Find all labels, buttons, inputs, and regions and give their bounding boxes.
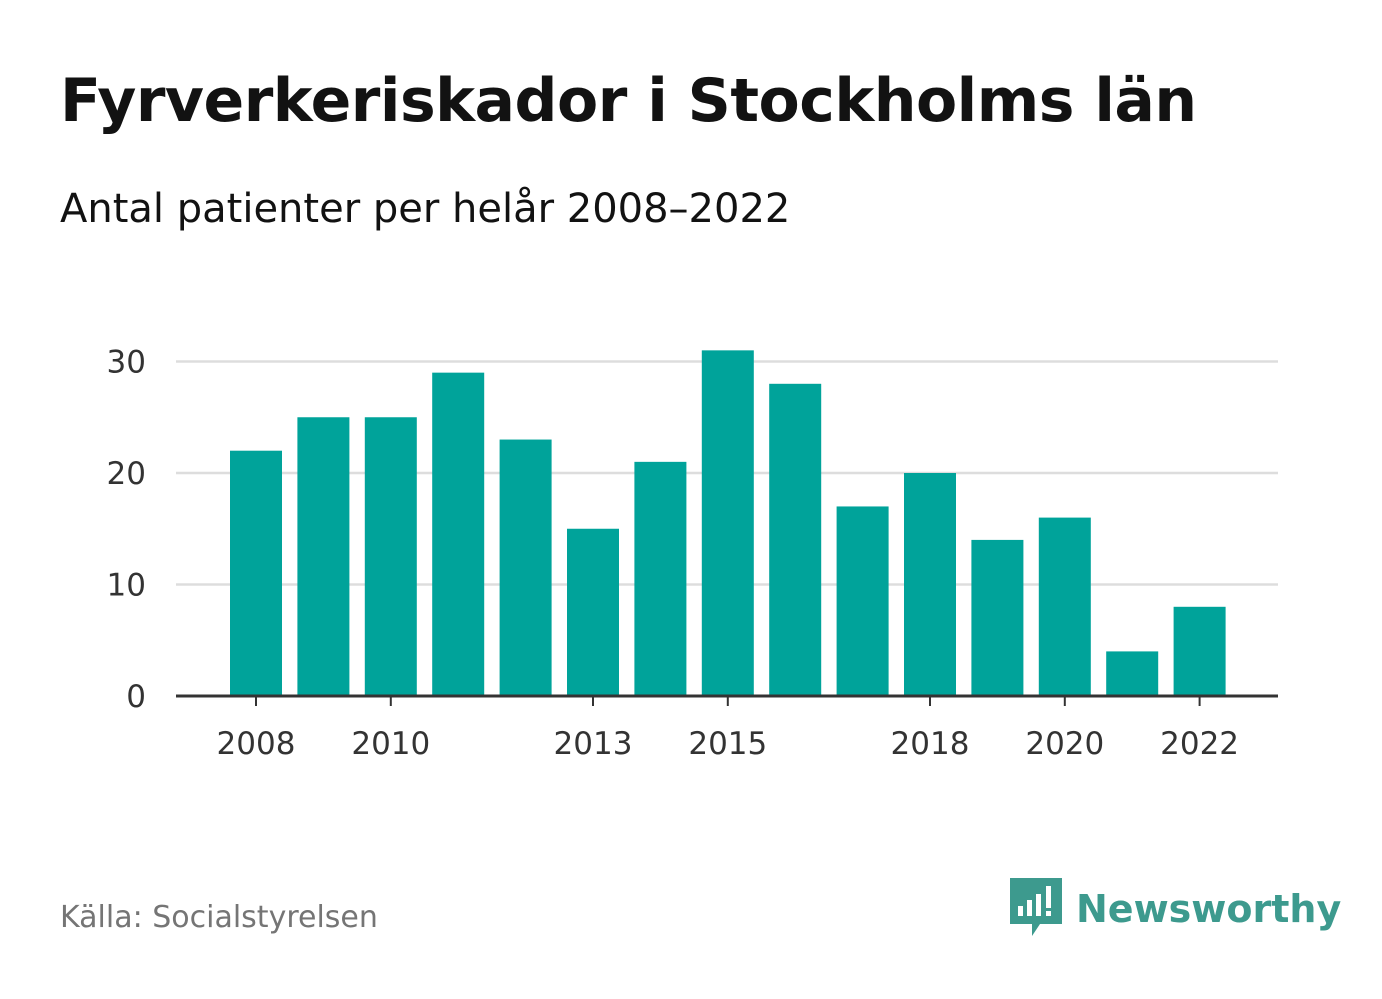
brand-logo: Newsworthy — [1010, 878, 1341, 940]
bar-2014 — [634, 461, 687, 696]
x-tick-label: 2010 — [351, 726, 430, 762]
bar-2015 — [701, 350, 754, 696]
bar-2008 — [230, 450, 282, 696]
bar-2012 — [499, 439, 552, 696]
x-tick-label: 2008 — [217, 726, 296, 762]
x-tick-label: 2020 — [1025, 726, 1104, 762]
x-tick-label: 2018 — [891, 726, 970, 762]
bar-2017 — [836, 506, 889, 696]
x-axis-ticks: 2008 2010 2013 2015 2018 2020 2022 — [217, 696, 1239, 762]
bar-2009 — [297, 417, 350, 696]
bar-2022 — [1173, 606, 1226, 696]
y-tick-label: 30 — [107, 345, 146, 381]
bars — [230, 350, 1226, 696]
x-tick-label: 2015 — [688, 726, 767, 762]
bar-2010 — [364, 417, 417, 696]
bar-2016 — [769, 383, 822, 696]
chart-title: Fyrverkeriskador i Stockholms län — [60, 66, 1197, 136]
y-tick-label: 20 — [107, 456, 146, 492]
chart-subtitle: Antal patienter per helår 2008–2022 — [60, 186, 791, 232]
bar-2011 — [432, 372, 485, 696]
x-tick-label: 2013 — [554, 726, 633, 762]
bar-2021 — [1106, 651, 1159, 696]
y-tick-label: 0 — [126, 679, 146, 715]
bar-2020 — [1038, 517, 1091, 696]
bar-chart-speech-bubble-icon — [1010, 878, 1062, 936]
brand-name: Newsworthy — [1076, 887, 1342, 931]
bar-2013 — [567, 528, 619, 696]
bar-2018 — [904, 473, 956, 696]
source-note: Källa: Socialstyrelsen — [60, 900, 378, 935]
x-tick-label: 2022 — [1160, 726, 1239, 762]
y-tick-label: 10 — [107, 568, 146, 604]
bar-2019 — [971, 539, 1024, 696]
bar-chart: 0 10 20 30 2008 2010 2013 2015 2018 2020 2022 — [107, 345, 1278, 762]
y-axis-ticks: 0 10 20 30 — [107, 345, 146, 716]
